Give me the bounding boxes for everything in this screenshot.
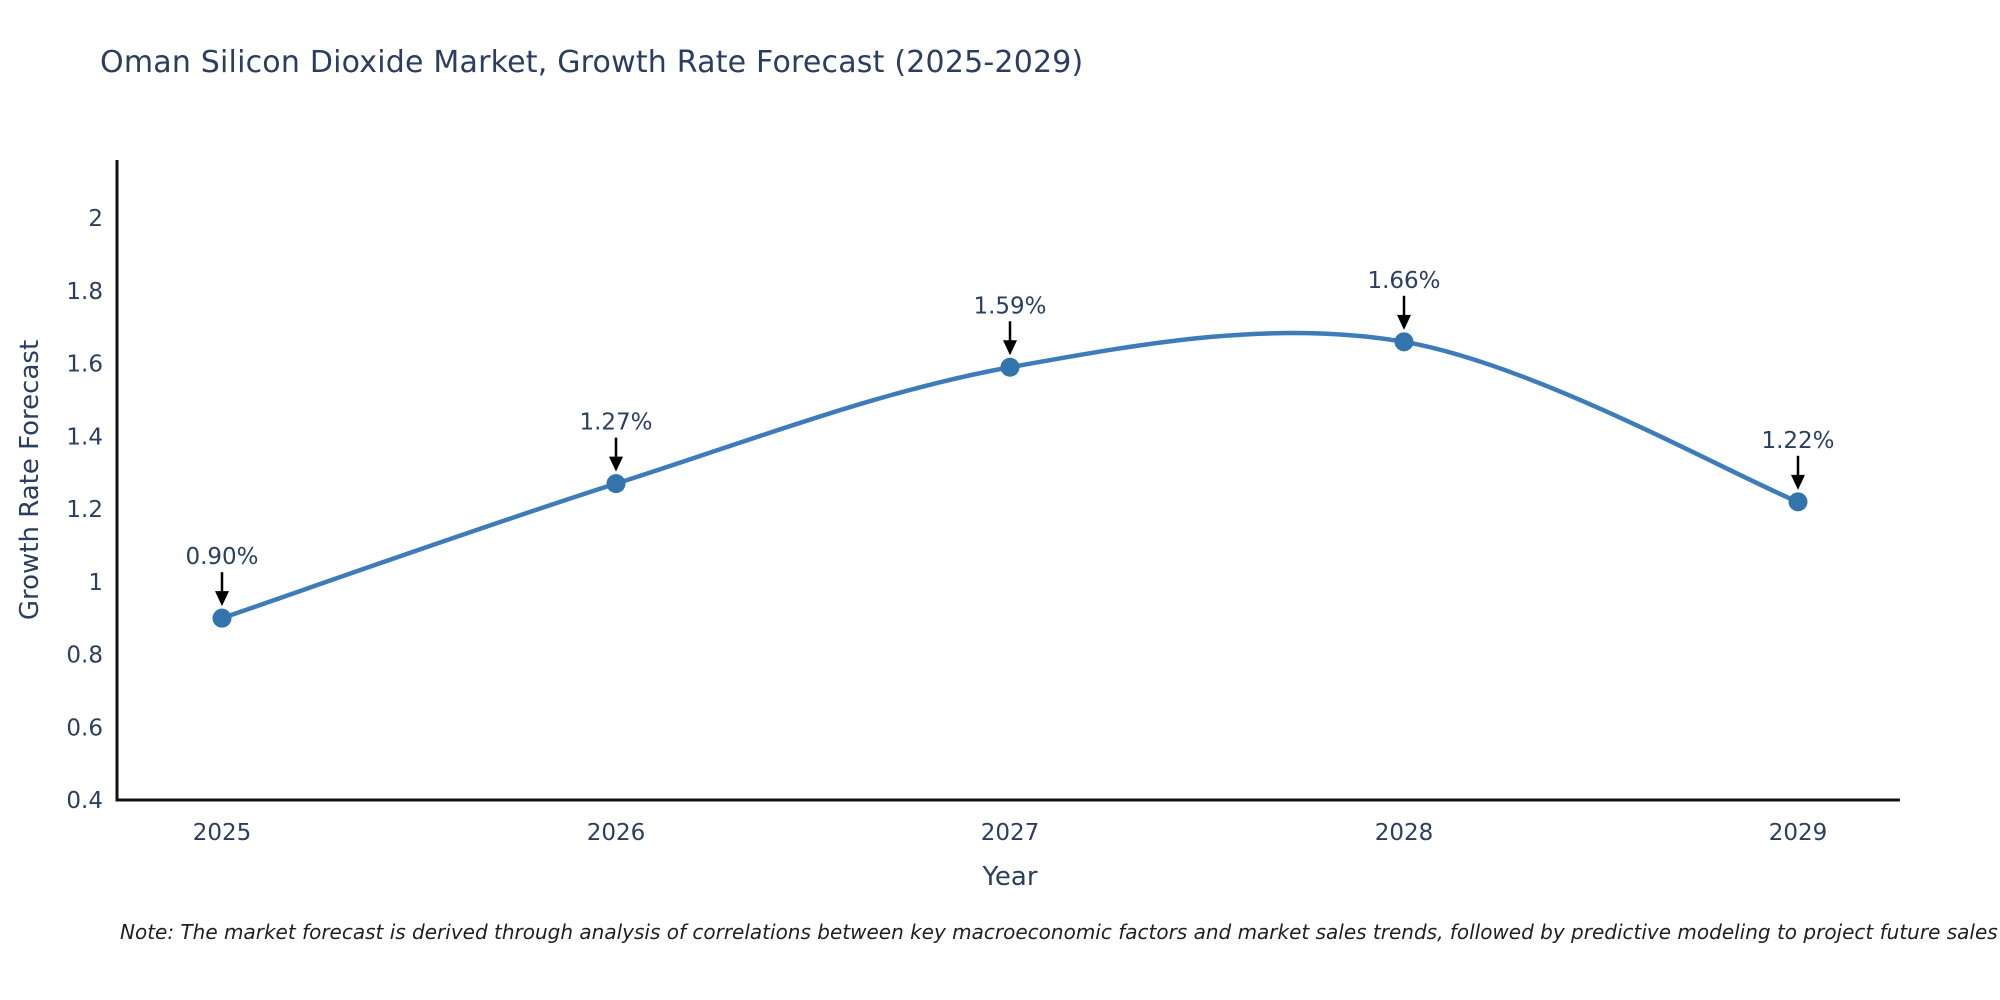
y-tick-label: 2 <box>88 206 103 232</box>
annotation-arrowhead-icon <box>1397 314 1411 330</box>
annotation-arrowhead-icon <box>1003 340 1017 356</box>
annotation-arrowhead-icon <box>609 456 623 472</box>
annotation-arrowhead-icon <box>215 591 229 607</box>
point-label: 1.27% <box>579 410 652 436</box>
y-tick-label: 1 <box>88 570 103 596</box>
x-axis-title: Year <box>982 862 1038 892</box>
data-point-2029 <box>1788 492 1808 512</box>
y-tick-label: 1.8 <box>66 279 103 305</box>
y-tick-label: 1.2 <box>66 497 103 523</box>
x-tick-label: 2028 <box>1375 820 1434 846</box>
data-point-2028 <box>1394 332 1414 352</box>
data-point-2026 <box>606 474 626 494</box>
chart-title: Oman Silicon Dioxide Market, Growth Rate… <box>100 45 1084 80</box>
y-tick-label: 1.4 <box>66 424 103 450</box>
x-tick-label: 2029 <box>1769 820 1828 846</box>
point-label: 1.22% <box>1761 428 1834 454</box>
y-tick-label: 1.6 <box>66 352 103 378</box>
x-tick-label: 2027 <box>981 820 1040 846</box>
y-tick-label: 0.8 <box>66 643 103 669</box>
y-axis-title: Growth Rate Forecast <box>15 339 45 621</box>
x-tick-label: 2025 <box>193 820 252 846</box>
footnote: Note: The market forecast is derived thr… <box>120 920 1998 944</box>
point-label: 0.90% <box>185 544 258 570</box>
axes <box>115 160 1900 802</box>
annotation-arrowhead-icon <box>1791 474 1805 490</box>
point-label: 1.59% <box>973 293 1046 319</box>
x-tick-label: 2026 <box>587 820 646 846</box>
point-label: 1.66% <box>1367 268 1440 294</box>
data-point-2027 <box>1000 357 1020 377</box>
data-point-2025 <box>212 608 232 628</box>
y-tick-label: 0.4 <box>66 788 103 814</box>
y-tick-label: 0.6 <box>66 715 103 741</box>
